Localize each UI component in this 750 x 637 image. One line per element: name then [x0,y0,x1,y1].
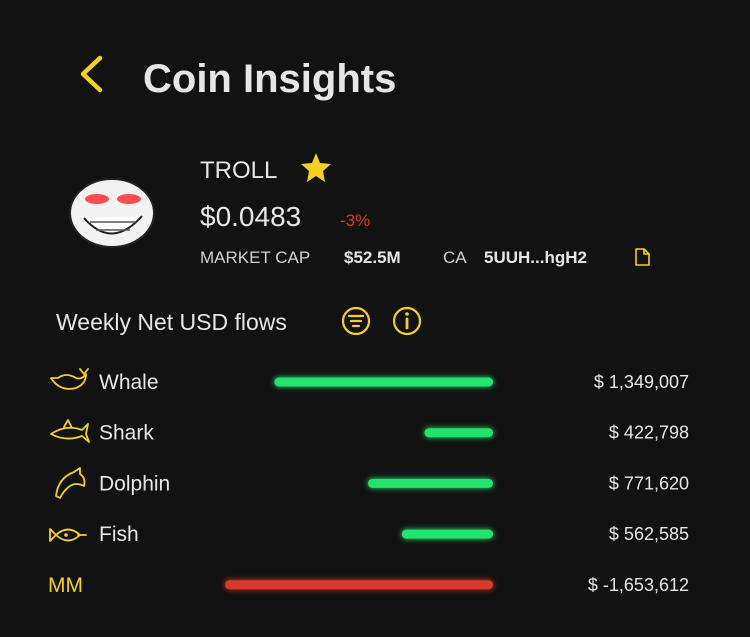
dolphin-icon [55,467,86,499]
flow-value: $ 771,620 [609,473,689,493]
fish-icon [49,528,87,542]
flow-value: $ 422,798 [609,423,689,443]
flow-bar [401,529,493,539]
token-price: $0.0483 [200,201,301,232]
market-cap-label: MARKET CAP [200,248,310,267]
price-change: -3% [340,211,370,230]
back-button[interactable] [80,55,103,93]
flow-value: $ 562,585 [609,524,689,544]
flow-bar [424,428,493,438]
contract-address: 5UUH...hgH2 [484,248,587,267]
flow-value: $ 1,349,007 [594,372,689,392]
flow-bar [274,377,493,387]
ca-label: CA [443,248,467,267]
flow-category: Whale [99,371,159,394]
flow-value: $ -1,653,612 [588,575,689,595]
favorite-star[interactable] [301,153,331,182]
page-title: Coin Insights [143,57,396,101]
section-title: Weekly Net USD flows [56,309,287,335]
info-button[interactable] [392,306,422,336]
market-cap: $52.5M [344,248,401,267]
copy-button[interactable] [635,248,650,266]
flow-category: Fish [99,523,139,546]
flow-bar [225,580,493,590]
shark-icon [50,419,90,443]
token-name: TROLL [200,157,277,184]
flow-bar [367,478,493,488]
flow-category: Dolphin [99,472,170,495]
flow-category: Shark [99,422,154,445]
flow-category: MM [48,574,83,597]
filter-button[interactable] [341,306,371,336]
whale-icon [50,368,89,390]
token-avatar [69,178,155,248]
